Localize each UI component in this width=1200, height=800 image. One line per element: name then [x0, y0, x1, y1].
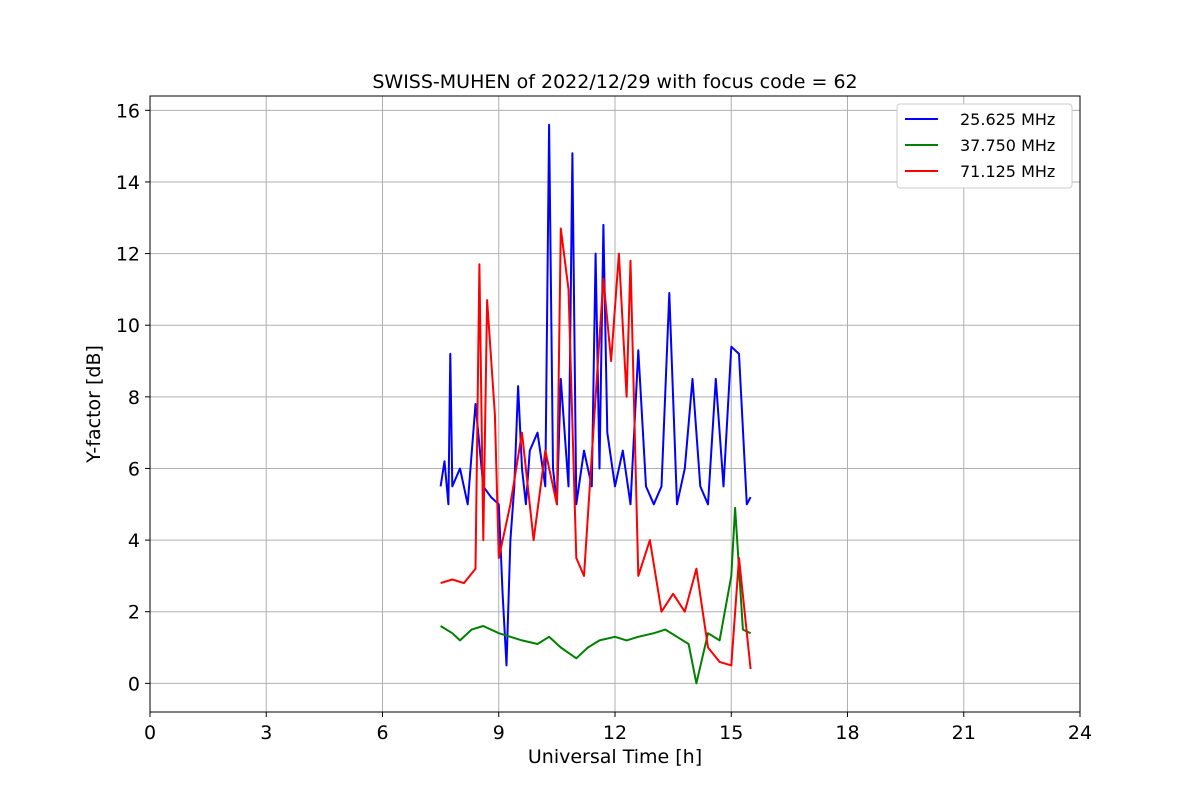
- x-tick-label: 18: [835, 722, 859, 744]
- legend: 25.625 MHz 37.750 MHz 71.125 MHz: [896, 103, 1073, 189]
- y-tick-label: 2: [128, 602, 140, 624]
- legend-label-2: 37.750 MHz: [960, 136, 1055, 155]
- legend-label-3: 71.125 MHz: [960, 162, 1055, 181]
- legend-label-1: 25.625 MHz: [960, 110, 1055, 129]
- y-tick-label: 14: [116, 172, 140, 194]
- x-tick-label: 15: [719, 722, 743, 744]
- y-tick-label: 8: [128, 387, 140, 409]
- legend-box: [896, 103, 1073, 189]
- y-tick-label: 12: [116, 244, 140, 266]
- y-tick-label: 6: [128, 458, 140, 480]
- x-tick-label: 9: [493, 722, 505, 744]
- x-tick-label: 0: [144, 722, 156, 744]
- y-tick-label: 10: [116, 315, 140, 337]
- series-lines: [439, 123, 752, 685]
- series-line-3: [440, 227, 752, 670]
- x-axis-label: Universal Time [h]: [528, 746, 702, 768]
- x-tick-label: 24: [1068, 722, 1092, 744]
- y-tick-label: 4: [128, 530, 140, 552]
- series-line-2: [440, 506, 752, 685]
- x-tick-label: 6: [376, 722, 388, 744]
- x-tick-label: 12: [603, 722, 627, 744]
- y-axis-label: Y-factor [dB]: [83, 345, 105, 464]
- y-tick-label: 0: [128, 673, 140, 695]
- x-tick-label: 21: [952, 722, 976, 744]
- chart-title: SWISS-MUHEN of 2022/12/29 with focus cod…: [372, 71, 857, 93]
- x-tick-label: 3: [260, 722, 272, 744]
- series-line-1: [439, 123, 752, 667]
- y-tick-label: 16: [116, 100, 140, 122]
